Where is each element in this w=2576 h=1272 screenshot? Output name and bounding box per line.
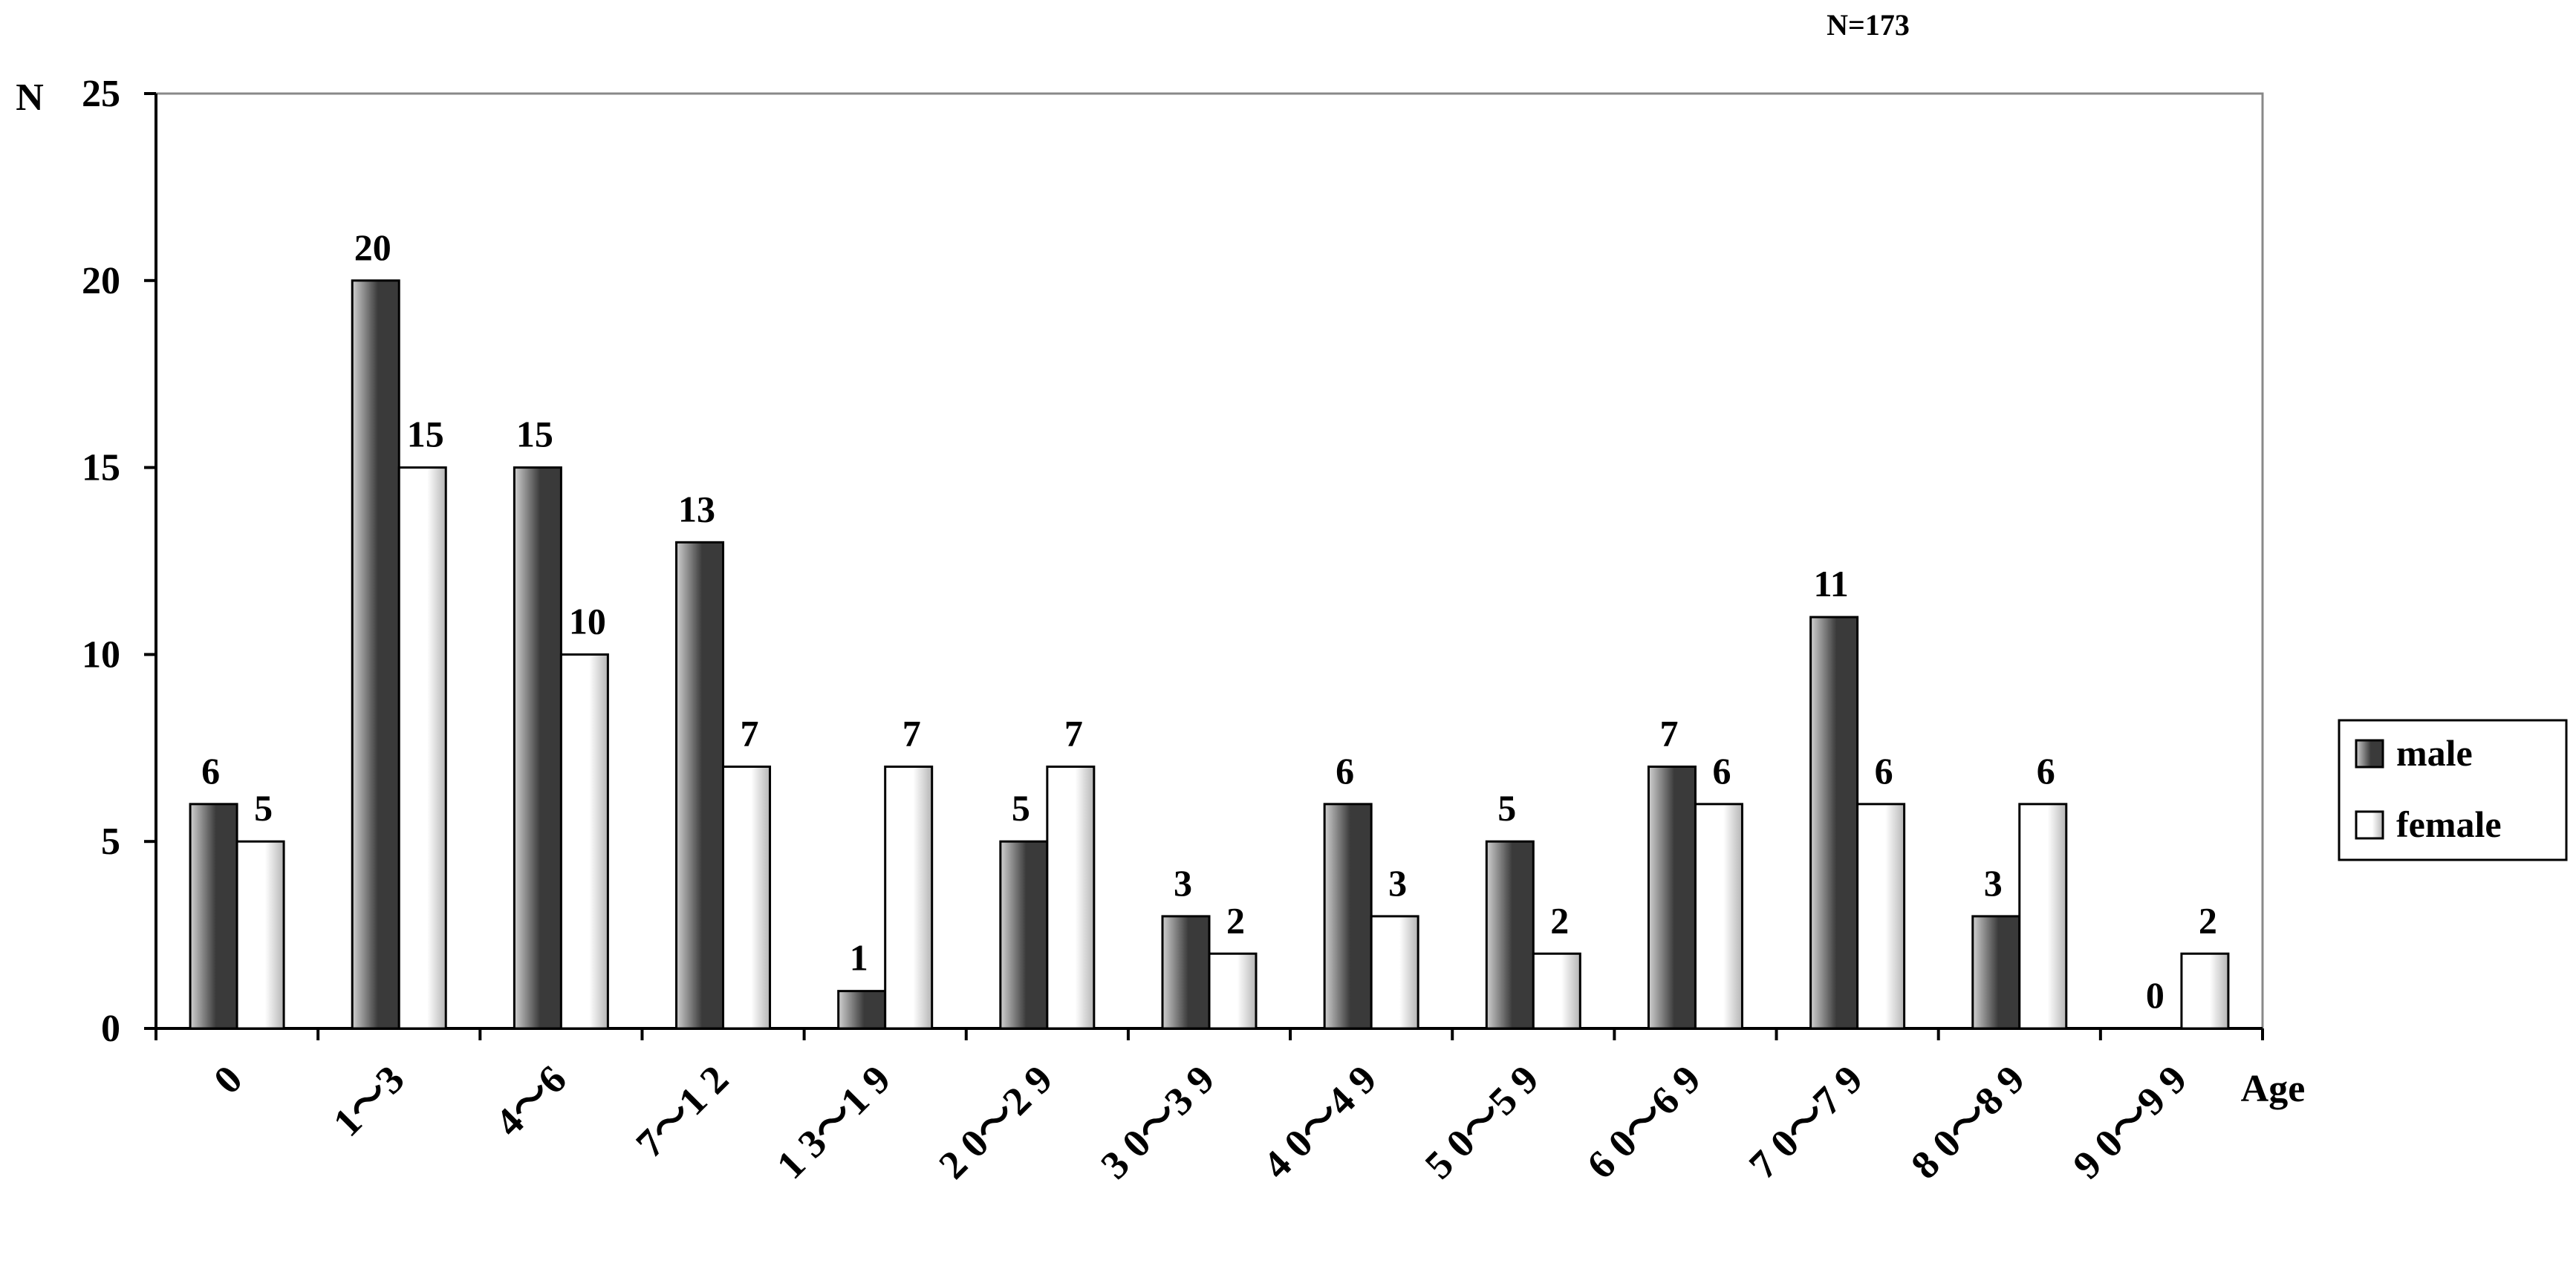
y-tick-label: 5 (101, 821, 120, 863)
plot-border (156, 92, 2264, 1028)
bar-female (235, 840, 285, 1030)
bar-female (884, 765, 934, 1030)
data-label-male: 15 (516, 414, 553, 455)
bar-male (999, 840, 1049, 1030)
bar-male (513, 466, 562, 1030)
bar-male (1485, 840, 1535, 1030)
data-label-female: 10 (569, 600, 606, 642)
data-label-female: 6 (1712, 750, 1731, 792)
bar-female (1694, 803, 1743, 1030)
bar-female (2018, 803, 2068, 1030)
bar-female (1370, 915, 1419, 1030)
y-axis-label: N (16, 76, 44, 119)
data-label-female: 7 (741, 712, 759, 754)
bar-male (1647, 765, 1697, 1030)
bar-male (189, 803, 238, 1030)
bar-female (1046, 765, 1096, 1030)
bar-female (1532, 952, 1581, 1030)
x-tick-label: 6 0～6 9 (1578, 1057, 1709, 1187)
data-label-female: 2 (2199, 899, 2217, 941)
y-tick-label: 20 (82, 260, 120, 302)
bar-male (1161, 915, 1211, 1030)
x-tick-label: 1 3～1 9 (768, 1057, 899, 1187)
x-axis-label: Age (2241, 1068, 2306, 1110)
data-label-male: 7 (1659, 712, 1678, 754)
legend-swatch-female (2355, 810, 2384, 840)
data-label-female: 6 (1875, 750, 1893, 792)
x-tick-label: 2 0～2 9 (930, 1057, 1061, 1187)
legend-label-male: male (2396, 732, 2473, 774)
bar-female (1856, 803, 1906, 1030)
data-label-male: 11 (1813, 563, 1848, 604)
data-label-male: 13 (678, 488, 715, 529)
x-tick-label: 3 0～3 9 (1092, 1057, 1223, 1187)
bar-male (837, 990, 887, 1030)
legend-swatch-male (2355, 739, 2384, 769)
bar-female (397, 466, 447, 1030)
bar-female (559, 653, 609, 1030)
data-label-female: 2 (1226, 899, 1245, 941)
x-tick-label: 0 (205, 1057, 251, 1103)
x-tick-label: 1～3 (325, 1057, 413, 1145)
x-tick-label: 7～1 2 (628, 1057, 737, 1166)
data-label-male: 6 (201, 750, 220, 792)
x-tick-label: 4 0～4 9 (1255, 1057, 1385, 1187)
data-label-male: 3 (1984, 862, 2003, 904)
y-tick-label: 15 (82, 447, 120, 489)
bar-male (351, 279, 400, 1030)
data-label-male: 0 (2146, 974, 2164, 1016)
data-label-female: 7 (902, 712, 921, 754)
data-label-female: 3 (1388, 862, 1407, 904)
x-tick-label: 8 0～8 9 (1902, 1057, 2033, 1187)
bar-female (1208, 952, 1258, 1030)
y-tick-label: 10 (82, 633, 120, 676)
data-label-male: 1 (850, 937, 868, 979)
bar-male (1809, 616, 1859, 1030)
data-label-male: 5 (1497, 787, 1516, 829)
bar-male (675, 541, 725, 1030)
bar-male (1971, 915, 2021, 1030)
legend-label-female: female (2396, 803, 2502, 845)
data-label-male: 20 (354, 226, 391, 268)
data-label-female: 6 (2037, 750, 2055, 792)
x-tick-label: 7 0～7 9 (1740, 1057, 1871, 1187)
data-label-female: 15 (407, 414, 444, 455)
x-tick-label: 5 0～5 9 (1417, 1057, 1547, 1187)
legend: male female (2338, 719, 2568, 861)
bar-female (2180, 952, 2230, 1030)
data-label-female: 7 (1064, 712, 1083, 754)
sample-size-note: N=173 (1827, 8, 1910, 42)
data-label-female: 2 (1550, 899, 1569, 941)
data-label-male: 3 (1174, 862, 1192, 904)
bar-male (1323, 803, 1373, 1030)
x-tick-label: 9 0～9 9 (2064, 1057, 2195, 1187)
bar-female (722, 765, 772, 1030)
data-label-female: 5 (254, 787, 273, 829)
data-label-male: 6 (1336, 750, 1354, 792)
y-tick-label: 0 (101, 1008, 120, 1050)
data-label-male: 5 (1012, 787, 1030, 829)
y-tick-label: 25 (82, 73, 120, 115)
x-tick-label: 4～6 (487, 1057, 575, 1145)
